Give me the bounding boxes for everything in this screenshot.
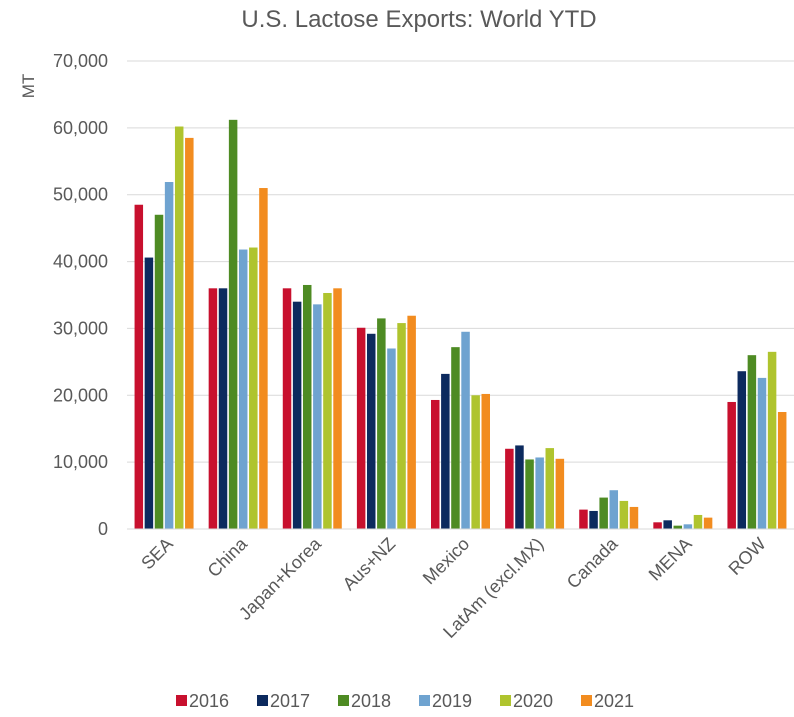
bar-2018-canada bbox=[599, 497, 608, 529]
bar-2021-canada bbox=[629, 506, 639, 529]
y-tick-label: 50,000 bbox=[53, 185, 108, 205]
bar-2016-aus-nz bbox=[356, 327, 366, 529]
bar-2018-mena bbox=[673, 525, 683, 529]
legend-label-2016: 2016 bbox=[189, 691, 229, 711]
bar-2019-japan-korea bbox=[313, 304, 322, 529]
bar-2020-aus-nz bbox=[397, 323, 406, 529]
legend-label-2020: 2020 bbox=[513, 691, 553, 711]
bar-2016-latam-excl-mx- bbox=[505, 448, 514, 529]
legend-label-2021: 2021 bbox=[594, 691, 634, 711]
y-tick-label: 20,000 bbox=[53, 385, 108, 405]
y-tick-label: 10,000 bbox=[53, 452, 108, 472]
gridlines bbox=[127, 60, 794, 463]
bar-2019-latam-excl-mx- bbox=[535, 457, 544, 529]
bar-2018-row bbox=[747, 355, 757, 529]
y-tick-label: 30,000 bbox=[53, 318, 108, 338]
legend-label-2018: 2018 bbox=[351, 691, 391, 711]
bar-2018-mexico bbox=[451, 347, 460, 529]
x-tick-label: Mexico bbox=[419, 534, 473, 588]
bar-2016-china bbox=[208, 288, 218, 529]
bar-2021-mena bbox=[703, 517, 713, 529]
legend-swatch-2021 bbox=[581, 695, 592, 706]
legend-swatch-2018 bbox=[338, 695, 349, 706]
bar-2017-canada bbox=[589, 510, 598, 529]
x-tick-label: MENA bbox=[645, 534, 696, 585]
bar-2016-row bbox=[727, 401, 736, 529]
bar-2021-sea bbox=[185, 137, 194, 529]
bar-2018-sea bbox=[154, 214, 164, 529]
chart-title: U.S. Lactose Exports: World YTD bbox=[241, 6, 596, 33]
bar-2020-japan-korea bbox=[323, 292, 332, 529]
bar-2020-latam-excl-mx- bbox=[545, 448, 555, 529]
legend-swatch-2019 bbox=[419, 695, 430, 706]
bar-2020-mena bbox=[693, 514, 703, 529]
bar-2021-latam-excl-mx- bbox=[555, 458, 565, 529]
bar-2019-mena bbox=[683, 524, 693, 529]
y-axis-ticks: 0 10,000 20,000 30,000 40,000 50,000 60,000 70,… bbox=[53, 51, 108, 539]
bar-2020-sea bbox=[174, 126, 184, 530]
legend-label-2019: 2019 bbox=[432, 691, 472, 711]
x-tick-label: China bbox=[204, 533, 252, 581]
bar-2019-aus-nz bbox=[387, 348, 396, 529]
y-tick-label: 60,000 bbox=[53, 118, 108, 138]
bar-2021-japan-korea bbox=[333, 288, 342, 529]
bar-2017-china bbox=[218, 288, 228, 529]
bar-2017-mena bbox=[663, 520, 672, 529]
bar-2016-japan-korea bbox=[282, 288, 292, 529]
bar-2016-mexico bbox=[431, 399, 440, 529]
bars bbox=[134, 119, 787, 530]
y-tick-label: 0 bbox=[98, 519, 108, 539]
legend-swatch-2020 bbox=[500, 695, 511, 706]
bar-2016-mena bbox=[653, 522, 662, 529]
bar-2019-china bbox=[238, 249, 248, 530]
bar-2018-china bbox=[228, 119, 238, 529]
bar-2020-canada bbox=[619, 500, 629, 529]
bar-2017-row bbox=[737, 371, 747, 529]
y-tick-label: 70,000 bbox=[53, 51, 108, 71]
bar-2020-row bbox=[767, 351, 777, 529]
x-tick-label: SEA bbox=[137, 534, 177, 574]
bar-2017-japan-korea bbox=[292, 301, 302, 529]
bar-2017-aus-nz bbox=[366, 333, 376, 529]
legend-label-2017: 2017 bbox=[270, 691, 310, 711]
bar-2017-sea bbox=[144, 257, 154, 529]
bar-2016-canada bbox=[579, 509, 588, 529]
bar-2019-mexico bbox=[461, 331, 470, 529]
bar-2020-china bbox=[249, 247, 258, 529]
legend: 2016 2017 2018 2019 2020 2021 bbox=[176, 691, 634, 711]
bar-2021-aus-nz bbox=[407, 315, 416, 529]
bar-2018-japan-korea bbox=[302, 284, 312, 529]
x-tick-label: Canada bbox=[563, 533, 622, 592]
y-tick-label: 40,000 bbox=[53, 252, 108, 272]
legend-swatch-2017 bbox=[257, 695, 268, 706]
bar-2017-mexico bbox=[441, 373, 450, 529]
bar-2016-sea bbox=[134, 204, 144, 530]
bar-2021-mexico bbox=[481, 393, 490, 529]
bar-2018-aus-nz bbox=[377, 318, 386, 529]
bar-2021-row bbox=[777, 412, 787, 529]
y-axis-label: MT bbox=[19, 74, 38, 99]
legend-swatch-2016 bbox=[176, 695, 187, 706]
bar-2019-sea bbox=[164, 182, 174, 529]
bar-2019-canada bbox=[609, 490, 619, 529]
bar-2017-latam-excl-mx- bbox=[515, 445, 524, 529]
x-tick-label: Aus+NZ bbox=[339, 534, 399, 594]
bar-2021-china bbox=[259, 188, 268, 529]
bar-2020-mexico bbox=[471, 395, 480, 529]
bar-2018-latam-excl-mx- bbox=[525, 459, 534, 529]
bar-2019-row bbox=[757, 377, 767, 529]
x-tick-label: ROW bbox=[725, 534, 770, 579]
